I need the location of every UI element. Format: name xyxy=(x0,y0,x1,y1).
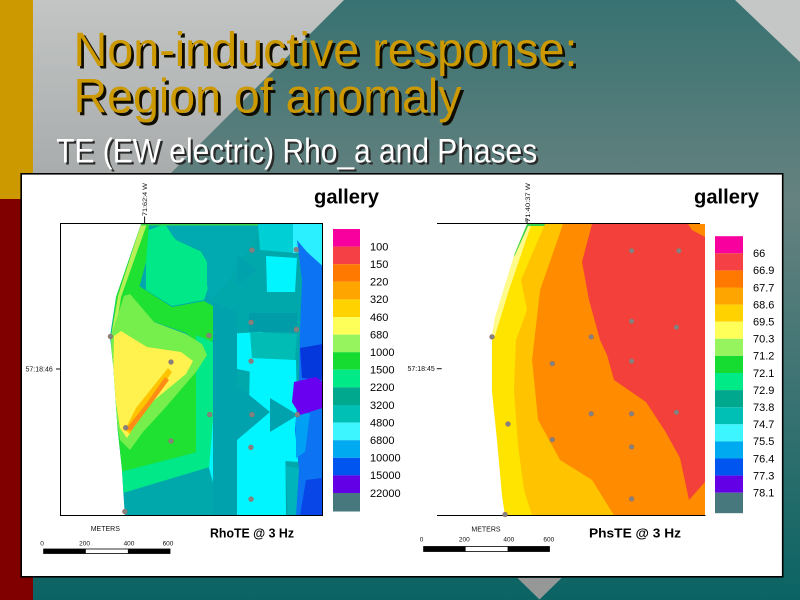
svg-text:600: 600 xyxy=(543,537,554,544)
svg-text:71.2: 71.2 xyxy=(753,351,774,363)
svg-text:200: 200 xyxy=(79,541,90,548)
svg-text:320: 320 xyxy=(370,294,388,306)
svg-text:76.4: 76.4 xyxy=(753,453,774,465)
svg-text:2200: 2200 xyxy=(370,382,394,394)
svg-text:1500: 1500 xyxy=(370,365,394,377)
svg-text:600: 600 xyxy=(163,541,174,548)
svg-text:68.6: 68.6 xyxy=(753,299,774,311)
svg-text:67.7: 67.7 xyxy=(753,282,774,294)
svg-text:Region of anomaly: Region of anomaly xyxy=(76,73,464,126)
svg-text:70.3: 70.3 xyxy=(753,334,774,346)
svg-text:680: 680 xyxy=(370,329,388,341)
svg-text:Non-inductive response:: Non-inductive response: xyxy=(74,24,578,77)
svg-text:gallery: gallery xyxy=(314,187,380,209)
svg-text:10000: 10000 xyxy=(370,453,401,465)
svg-text:66: 66 xyxy=(753,248,765,260)
svg-text:0: 0 xyxy=(40,541,44,548)
svg-text:220: 220 xyxy=(370,277,388,289)
svg-text:71:40:37 W: 71:40:37 W xyxy=(525,182,532,222)
svg-text:1000: 1000 xyxy=(370,347,394,359)
svg-text:460: 460 xyxy=(370,312,388,324)
svg-text:77.3: 77.3 xyxy=(753,470,774,482)
svg-text:400: 400 xyxy=(124,541,135,548)
svg-text:73.8: 73.8 xyxy=(753,402,774,414)
svg-text:72.9: 72.9 xyxy=(753,385,774,397)
svg-text:0: 0 xyxy=(420,537,424,544)
svg-text:400: 400 xyxy=(503,537,514,544)
svg-text:6800: 6800 xyxy=(370,435,394,447)
svg-text:Region of anomaly: Region of anomaly xyxy=(74,71,462,124)
svg-text:200: 200 xyxy=(459,537,470,544)
svg-text:100: 100 xyxy=(370,241,388,253)
svg-text:69.5: 69.5 xyxy=(753,317,774,329)
svg-text:RhoTE @ 3 Hz: RhoTE @ 3 Hz xyxy=(210,526,294,541)
svg-text:74.7: 74.7 xyxy=(753,419,774,431)
svg-text:METERS: METERS xyxy=(91,526,121,533)
svg-text:75.5: 75.5 xyxy=(753,436,774,448)
svg-text:72.1: 72.1 xyxy=(753,368,774,380)
svg-text:66.9: 66.9 xyxy=(753,265,774,277)
svg-text:PhsTE @ 3 Hz: PhsTE @ 3 Hz xyxy=(589,526,682,541)
svg-text:3200: 3200 xyxy=(370,400,394,412)
svg-text:57:18:45: 57:18:45 xyxy=(408,366,435,373)
svg-text:TE (EW electric) Rho_a and Pha: TE (EW electric) Rho_a and Phases xyxy=(56,132,537,170)
svg-text:57:18:46: 57:18:46 xyxy=(26,366,53,373)
svg-text:TE (EW electric) Rho_a and Pha: TE (EW electric) Rho_a and Phases xyxy=(58,135,539,173)
svg-text:4800: 4800 xyxy=(370,417,394,429)
svg-text:15000: 15000 xyxy=(370,470,401,482)
svg-text:150: 150 xyxy=(370,259,388,271)
svg-text:71:62:4 W: 71:62:4 W xyxy=(142,182,149,216)
svg-text:78.1: 78.1 xyxy=(753,488,774,500)
svg-text:METERS: METERS xyxy=(471,527,501,534)
svg-text:gallery: gallery xyxy=(694,187,760,209)
svg-text:Non-inductive response:: Non-inductive response: xyxy=(76,27,580,80)
svg-text:22000: 22000 xyxy=(370,488,401,500)
